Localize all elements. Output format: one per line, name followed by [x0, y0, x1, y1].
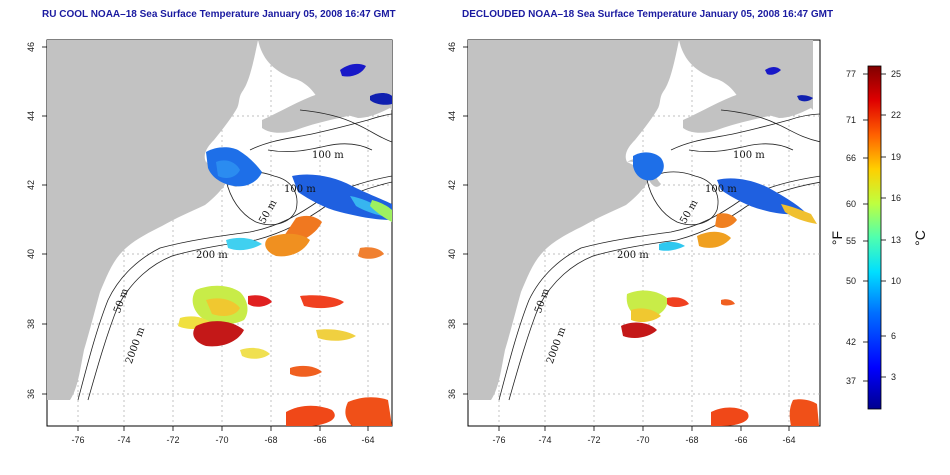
contour-label-100m: 100 m — [284, 184, 316, 195]
lat-tick-label: 42 — [26, 180, 36, 190]
lat-tick-label: 44 — [447, 111, 457, 121]
fahrenheit-tick: 37 — [846, 376, 856, 386]
island-right — [621, 171, 627, 175]
lat-tick-labels-right: 36 38 40 42 44 46 — [447, 42, 457, 399]
fahrenheit-tick: 71 — [846, 115, 856, 125]
lon-tick-label: -68 — [264, 435, 277, 445]
lat-tick-label: 46 — [447, 42, 457, 52]
contour-label-200m: 200 m — [196, 250, 228, 261]
map-panel-right: 100 m 100 m 50 m 200 m 50 m 2000 m — [447, 39, 821, 445]
contour-label-200m: 200 m — [617, 250, 649, 261]
fahrenheit-tick: 50 — [846, 276, 856, 286]
lat-tick-label: 40 — [447, 249, 457, 259]
celsius-tick: 22 — [891, 110, 901, 120]
celsius-tick-labels: 25 22 19 16 13 10 6 3 — [891, 69, 901, 382]
lat-tick-label: 38 — [447, 319, 457, 329]
lon-tick-label: -66 — [313, 435, 326, 445]
panel-title-left: RU COOL NOAA–18 Sea Surface Temperature … — [42, 9, 396, 20]
lon-tick-labels-right: -76 -74 -72 -70 -68 -66 -64 — [492, 435, 795, 445]
lat-tick-label: 36 — [26, 389, 36, 399]
colorbar-gradient — [867, 65, 882, 410]
lat-tick-label: 36 — [447, 389, 457, 399]
celsius-tick: 6 — [891, 331, 896, 341]
fahrenheit-tick: 66 — [846, 153, 856, 163]
celsius-tick: 13 — [891, 235, 901, 245]
celsius-tick: 25 — [891, 69, 901, 79]
colorbar: 77 71 66 60 55 50 42 37 25 22 19 16 13 1… — [829, 65, 928, 410]
lon-tick-label: -70 — [215, 435, 228, 445]
lon-tick-label: -64 — [782, 435, 795, 445]
tick-marks-left — [42, 46, 369, 431]
lon-tick-label: -64 — [361, 435, 374, 445]
lon-tick-label: -74 — [538, 435, 551, 445]
contour-label-100m: 100 m — [733, 150, 765, 161]
contour-label-100m: 100 m — [312, 150, 344, 161]
lat-tick-label: 40 — [26, 249, 36, 259]
contour-label-100m: 100 m — [705, 184, 737, 195]
fahrenheit-unit-label: °F — [829, 231, 845, 245]
lon-tick-label: -70 — [636, 435, 649, 445]
lat-tick-label: 42 — [447, 180, 457, 190]
celsius-unit-label: °C — [912, 230, 928, 246]
sst-patches-right — [621, 67, 819, 426]
lon-tick-label: -66 — [734, 435, 747, 445]
lon-tick-labels-left: -76 -74 -72 -70 -68 -66 -64 — [71, 435, 374, 445]
celsius-tick: 16 — [891, 193, 901, 203]
lon-tick-label: -68 — [685, 435, 698, 445]
celsius-tick: 19 — [891, 152, 901, 162]
celsius-tick: 10 — [891, 276, 901, 286]
lon-tick-label: -76 — [71, 435, 84, 445]
colorbar-ticks — [863, 73, 886, 382]
fahrenheit-tick: 55 — [846, 236, 856, 246]
lat-tick-label: 38 — [26, 319, 36, 329]
lon-tick-label: -72 — [587, 435, 600, 445]
fahrenheit-tick: 42 — [846, 337, 856, 347]
lon-tick-label: -74 — [117, 435, 130, 445]
island-right — [637, 185, 645, 189]
sst-patches-left — [178, 63, 392, 426]
island-left — [200, 171, 206, 175]
island-left — [216, 185, 224, 189]
fahrenheit-tick: 77 — [846, 69, 856, 79]
lat-tick-label: 46 — [26, 42, 36, 52]
celsius-tick: 3 — [891, 372, 896, 382]
panel-title-right: DECLOUDED NOAA–18 Sea Surface Temperatur… — [462, 9, 834, 20]
tick-marks-right — [463, 46, 790, 431]
lat-tick-labels-left: 36 38 40 42 44 46 — [26, 42, 36, 399]
lon-tick-label: -76 — [492, 435, 505, 445]
fahrenheit-tick-labels: 77 71 66 60 55 50 42 37 — [846, 69, 856, 386]
lat-tick-label: 44 — [26, 111, 36, 121]
fahrenheit-tick: 60 — [846, 199, 856, 209]
lon-tick-label: -72 — [166, 435, 179, 445]
map-panel-left: 100 m 100 m 50 m 200 m 50 m 2000 m -76 -… — [26, 39, 393, 445]
